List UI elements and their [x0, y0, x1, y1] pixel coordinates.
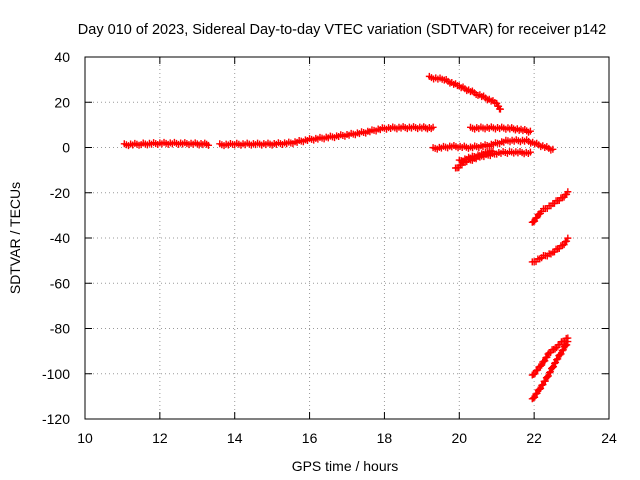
tick-labels: 10 12 14 16 18 20 22 24 -120 -100 -80 -60 -40 -20 0 20 4…: [42, 49, 617, 446]
data-point: [554, 355, 562, 363]
x-tick-label: 12: [152, 430, 168, 446]
data-point: [531, 393, 539, 401]
data-point: [562, 342, 570, 350]
series-track-1: [120, 138, 213, 150]
data-point: [545, 369, 553, 377]
series-track-3: [425, 72, 504, 113]
x-tick-label: 10: [77, 430, 93, 446]
y-tick-label: -80: [50, 321, 70, 337]
data-point: [526, 148, 534, 156]
x-tick-label: 14: [227, 430, 243, 446]
data-point: [553, 356, 561, 364]
data-point: [564, 188, 572, 196]
data-point: [564, 338, 572, 346]
data-point: [489, 147, 497, 155]
data-point: [558, 241, 566, 249]
data-point: [537, 385, 545, 393]
axis-ticks: [84, 56, 610, 420]
data-point: [541, 377, 549, 385]
data-point: [546, 368, 554, 376]
grid-lines: [85, 57, 609, 419]
x-tick-label: 24: [601, 430, 617, 446]
data-point: [534, 366, 542, 374]
data-point: [531, 217, 539, 225]
data-point: [564, 234, 572, 242]
data-point: [549, 364, 557, 372]
series-track-4: [467, 123, 534, 136]
data-point: [541, 357, 549, 365]
data-point: [549, 145, 557, 153]
data-point: [533, 214, 541, 222]
y-tick-label: 20: [54, 94, 70, 110]
y-tick-label: 0: [62, 140, 70, 156]
data-point: [550, 363, 558, 371]
y-tick-label: -100: [42, 366, 70, 382]
data-point: [551, 359, 559, 367]
series-track-5: [429, 136, 557, 154]
data-points: [120, 72, 572, 403]
series-track-7: [455, 147, 497, 165]
data-point: [543, 353, 551, 361]
data-point: [551, 345, 559, 353]
data-point: [532, 390, 540, 398]
y-tick-label: -60: [50, 275, 70, 291]
data-point: [559, 346, 567, 354]
data-point: [536, 362, 544, 370]
x-tick-label: 18: [377, 430, 393, 446]
y-tick-label: -20: [50, 185, 70, 201]
series-track-2: [216, 123, 437, 150]
chart-title: Day 010 of 2023, Sidereal Day-to-day VTE…: [78, 22, 606, 38]
data-point: [529, 394, 537, 402]
data-point: [538, 361, 546, 369]
data-point: [526, 127, 534, 135]
data-point: [429, 123, 437, 131]
y-axis-label: SDTVAR / TECUs: [7, 182, 23, 294]
data-point: [535, 385, 543, 393]
y-tick-label: -120: [42, 411, 70, 427]
x-axis-label: GPS time / hours: [292, 458, 399, 474]
data-point: [538, 381, 546, 389]
data-point: [563, 341, 571, 349]
data-point: [533, 389, 541, 397]
x-tick-label: 22: [526, 430, 542, 446]
data-point: [556, 351, 564, 359]
series-track-9: [528, 234, 572, 266]
data-point: [531, 370, 539, 378]
data-point: [496, 105, 504, 113]
x-tick-label: 20: [451, 430, 467, 446]
x-tick-label: 16: [302, 430, 318, 446]
y-tick-label: -40: [50, 230, 70, 246]
data-point: [557, 350, 565, 358]
data-point: [205, 141, 213, 149]
series-track-11: [528, 338, 572, 403]
data-point: [544, 372, 552, 380]
data-point: [543, 373, 551, 381]
y-tick-label: 40: [54, 49, 70, 65]
series-track-8: [528, 188, 572, 226]
data-point: [558, 347, 566, 355]
